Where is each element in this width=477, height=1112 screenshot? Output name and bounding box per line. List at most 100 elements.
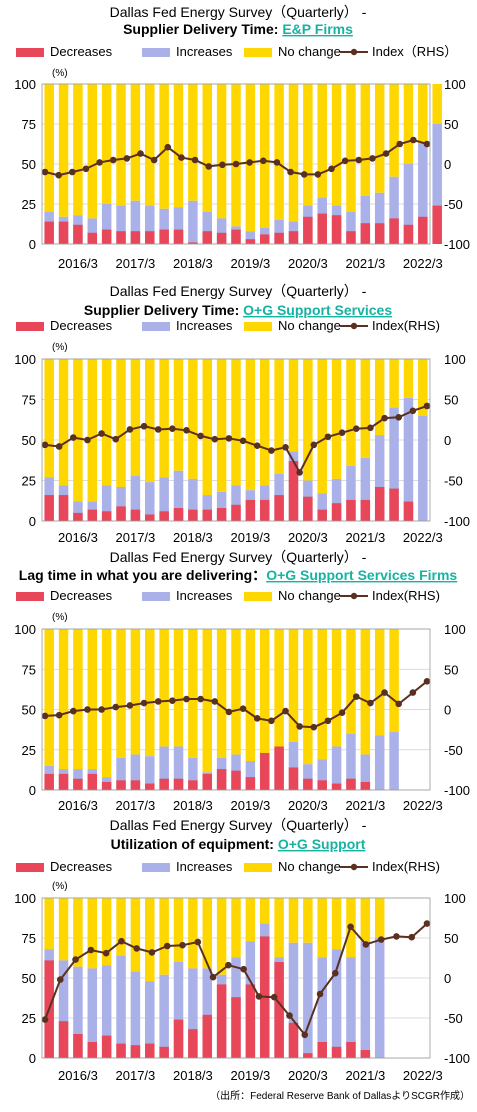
x-tick-label: 2019/3 [230, 530, 270, 545]
bar-increases [346, 465, 356, 521]
index-point [225, 708, 233, 716]
index-series [41, 678, 431, 731]
bar-no-change [173, 629, 184, 747]
left-tick-label: 75 [22, 393, 36, 408]
bar-no-change [288, 84, 299, 222]
plot-frame [41, 358, 431, 522]
bar-no-change [317, 629, 327, 760]
index-point [133, 945, 140, 952]
left-tick-label: 75 [22, 931, 36, 946]
right-axis: -100 -50 0 50 100 [444, 891, 470, 1066]
bar-no-change [231, 84, 241, 227]
bar-decreases [145, 1043, 155, 1058]
plot-frame [41, 897, 431, 1059]
bar-no-change [44, 898, 54, 950]
bar-increases [159, 974, 169, 1058]
bar-no-change [145, 359, 155, 483]
bar-increases [245, 761, 256, 790]
chart-subtitle: Lag time in what you are delivering：O+G … [19, 567, 458, 583]
legend-decreases-label: Decreases [50, 588, 113, 603]
index-point [314, 171, 322, 178]
bar-decreases [317, 1042, 327, 1058]
bar-no-change [418, 359, 428, 416]
bar-decreases [130, 780, 141, 790]
bar-no-change [145, 84, 155, 206]
bar-no-change [360, 359, 371, 458]
bar-increases [73, 966, 83, 1058]
bar-increases [145, 205, 155, 244]
bar-no-change [403, 359, 414, 398]
left-tick-label: 50 [22, 971, 36, 986]
bar-no-change [145, 898, 155, 982]
right-tick-label: -50 [444, 1011, 463, 1026]
bar-decreases [331, 215, 342, 244]
index-point [164, 143, 172, 151]
index-line [44, 680, 428, 729]
bar-increases [188, 200, 198, 244]
right-tick-label: 50 [444, 662, 458, 677]
index-point [84, 436, 91, 444]
index-point [423, 678, 431, 685]
bar-decreases [173, 1019, 184, 1058]
bar-no-change [116, 898, 126, 956]
index-point [393, 933, 400, 940]
legend-index-label: Index(RHS) [372, 318, 440, 333]
bar-no-change [288, 629, 299, 742]
legend-index-marker [350, 48, 358, 56]
bar-increases [116, 205, 126, 244]
bar-decreases [116, 1043, 126, 1058]
bar-increases [418, 143, 428, 244]
left-axis: 0 25 50 75 100 [14, 77, 36, 252]
bar-no-change [202, 84, 213, 212]
x-tick-label: 2022/3 [403, 798, 443, 813]
bar-decreases [303, 496, 313, 521]
legend-increases-swatch [142, 592, 170, 601]
index-point [109, 156, 117, 164]
x-tick-label: 2016/3 [58, 530, 98, 545]
index-point [341, 157, 349, 165]
bar-decreases [188, 242, 198, 244]
bar-no-change [87, 898, 98, 969]
bar-increases [346, 957, 356, 1058]
x-tick-label: 2018/3 [173, 798, 213, 813]
bar-decreases [403, 224, 414, 244]
x-tick-label: 2017/3 [116, 530, 156, 545]
legend: Decreases Increases No change Index(RHS) [16, 588, 440, 603]
x-axis: 2016/3 2017/3 2018/3 2019/3 2020/3 2021/3 2022… [58, 530, 443, 545]
index-point [381, 689, 388, 696]
index-point [268, 717, 275, 725]
index-point [300, 171, 308, 178]
bar-increases [159, 746, 169, 790]
bar-increases [374, 192, 385, 244]
index-point [169, 697, 176, 704]
bar-increases [317, 493, 327, 521]
bar-no-change [216, 898, 227, 975]
bar-increases [317, 759, 327, 790]
x-tick-label: 2018/3 [173, 530, 213, 545]
chart-1: Dallas Fed Energy Survey（Quarterly） -Sup… [14, 4, 470, 271]
bar-no-change [374, 629, 385, 736]
legend-increases-label: Increases [176, 588, 233, 603]
legend-decreases-swatch [16, 322, 44, 331]
x-tick-label: 2018/3 [173, 1068, 213, 1083]
bar-increases [374, 435, 385, 521]
bar-no-change [73, 629, 83, 770]
index-point [72, 956, 79, 963]
bar-decreases [259, 499, 270, 521]
bar-decreases [216, 769, 227, 790]
right-tick-label: 100 [444, 622, 466, 637]
index-point [123, 155, 131, 162]
bar-no-change [274, 629, 284, 750]
bar-decreases [101, 781, 112, 790]
left-tick-label: 0 [29, 237, 36, 252]
bar-decreases [73, 778, 83, 790]
bar-decreases [130, 509, 141, 521]
right-tick-label: -100 [444, 1051, 470, 1066]
bar-decreases [101, 511, 112, 521]
bar-no-change [317, 898, 327, 958]
bar-increases [245, 231, 256, 244]
bar-decreases [303, 778, 313, 790]
bar-no-change [101, 898, 112, 966]
index-point [338, 709, 346, 717]
bar-increases [374, 735, 385, 790]
